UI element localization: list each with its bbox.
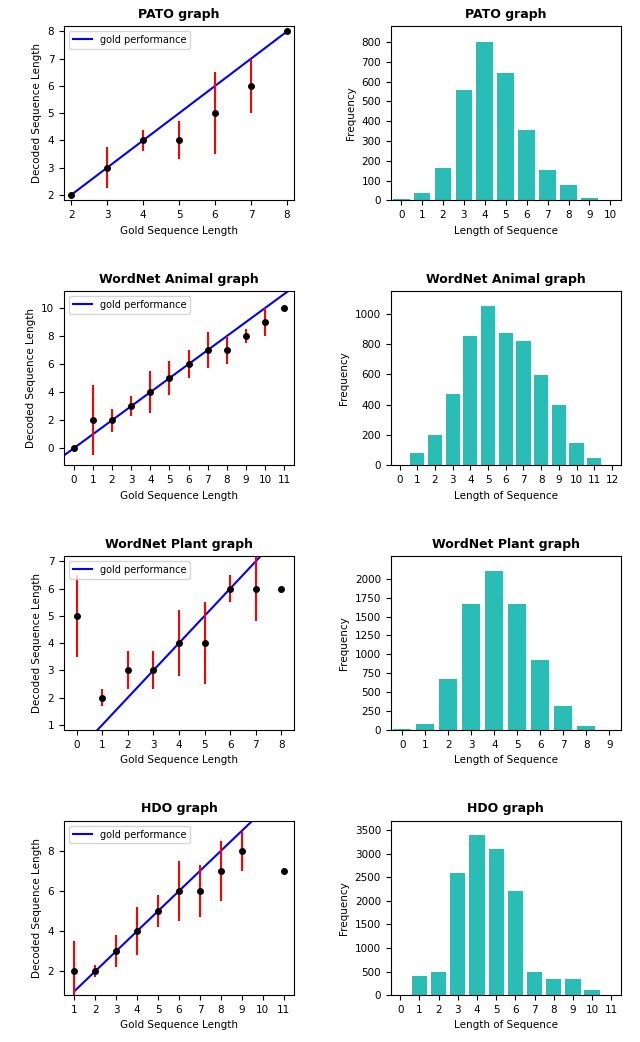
Bar: [481, 306, 495, 466]
Bar: [393, 728, 412, 730]
Y-axis label: Decoded Sequence Length: Decoded Sequence Length: [32, 838, 42, 978]
Bar: [488, 849, 504, 995]
Bar: [570, 443, 584, 466]
Bar: [527, 971, 542, 995]
Bar: [508, 892, 523, 995]
Bar: [531, 661, 550, 730]
X-axis label: Gold Sequence Length: Gold Sequence Length: [120, 491, 238, 500]
X-axis label: Gold Sequence Length: Gold Sequence Length: [120, 226, 238, 235]
Bar: [546, 978, 561, 995]
Y-axis label: Decoded Sequence Length: Decoded Sequence Length: [26, 308, 36, 448]
Bar: [416, 724, 435, 730]
Bar: [413, 194, 431, 200]
Title: PATO graph: PATO graph: [465, 7, 547, 21]
Bar: [469, 835, 484, 995]
Title: WordNet Plant graph: WordNet Plant graph: [432, 538, 580, 550]
Bar: [463, 337, 477, 466]
X-axis label: Gold Sequence Length: Gold Sequence Length: [120, 1020, 238, 1031]
Legend: gold performance: gold performance: [69, 31, 190, 49]
Bar: [435, 168, 451, 200]
Y-axis label: Frequency: Frequency: [339, 616, 349, 670]
Bar: [534, 375, 548, 466]
Bar: [445, 394, 460, 466]
Bar: [439, 678, 458, 730]
Title: WordNet Animal graph: WordNet Animal graph: [99, 273, 259, 286]
Y-axis label: Frequency: Frequency: [339, 882, 349, 935]
Bar: [499, 333, 513, 466]
Bar: [540, 170, 556, 200]
Title: HDO graph: HDO graph: [141, 802, 218, 816]
Bar: [581, 198, 598, 200]
Bar: [518, 130, 535, 200]
Bar: [516, 341, 531, 466]
Y-axis label: Decoded Sequence Length: Decoded Sequence Length: [32, 573, 42, 713]
Bar: [410, 453, 424, 466]
Bar: [584, 990, 600, 995]
Bar: [497, 73, 514, 200]
X-axis label: Length of Sequence: Length of Sequence: [454, 226, 557, 235]
X-axis label: Length of Sequence: Length of Sequence: [454, 1020, 557, 1031]
Bar: [456, 91, 472, 200]
Bar: [508, 604, 527, 730]
Bar: [587, 457, 602, 466]
Title: HDO graph: HDO graph: [467, 802, 544, 816]
Bar: [485, 571, 504, 730]
Title: PATO graph: PATO graph: [138, 7, 220, 21]
X-axis label: Length of Sequence: Length of Sequence: [454, 491, 557, 500]
Bar: [552, 404, 566, 466]
X-axis label: Length of Sequence: Length of Sequence: [454, 755, 557, 766]
Legend: gold performance: gold performance: [69, 825, 190, 843]
Bar: [412, 976, 427, 995]
Bar: [428, 435, 442, 466]
Title: WordNet Plant graph: WordNet Plant graph: [105, 538, 253, 550]
Bar: [560, 184, 577, 200]
Bar: [462, 604, 481, 730]
Bar: [577, 725, 595, 730]
Bar: [554, 705, 573, 730]
Bar: [431, 971, 446, 995]
Legend: gold performance: gold performance: [69, 296, 190, 314]
Bar: [565, 978, 580, 995]
Y-axis label: Frequency: Frequency: [339, 351, 349, 405]
Legend: gold performance: gold performance: [69, 561, 190, 578]
X-axis label: Gold Sequence Length: Gold Sequence Length: [120, 755, 238, 766]
Bar: [450, 872, 465, 995]
Y-axis label: Frequency: Frequency: [346, 86, 356, 140]
Y-axis label: Decoded Sequence Length: Decoded Sequence Length: [32, 43, 42, 183]
Bar: [476, 42, 493, 200]
Title: WordNet Animal graph: WordNet Animal graph: [426, 273, 586, 286]
